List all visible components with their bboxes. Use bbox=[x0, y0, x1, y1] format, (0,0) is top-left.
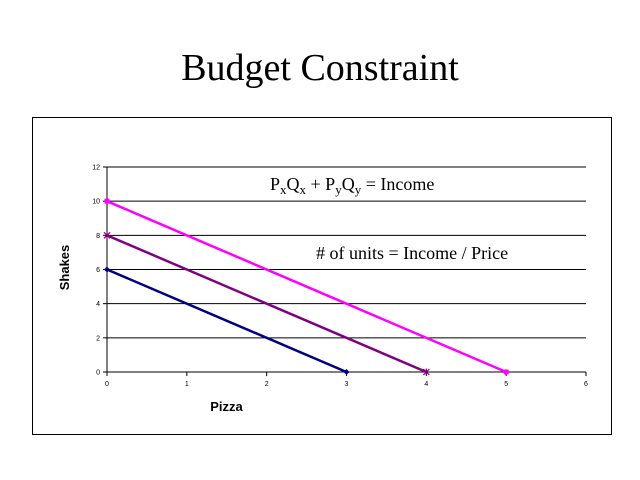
budget-line-3-point bbox=[104, 198, 110, 204]
y-tick-label: 4 bbox=[96, 301, 100, 308]
x-tick-label: 0 bbox=[105, 381, 109, 388]
units-formula-annotation: # of units = Income / Price bbox=[316, 243, 508, 263]
slide-title: Budget Constraint bbox=[181, 47, 459, 89]
annotation-part: # of units = Income / Price bbox=[316, 243, 508, 263]
annotation-part: Q bbox=[287, 174, 300, 194]
budget-line-1-point bbox=[343, 369, 350, 375]
annotation-part: y bbox=[355, 182, 362, 197]
axes bbox=[103, 166, 587, 376]
x-axis-title: Pizza bbox=[210, 399, 243, 414]
budget-line-3 bbox=[106, 200, 507, 374]
annotation-part: x bbox=[300, 182, 307, 197]
budget-line-1 bbox=[106, 268, 347, 374]
y-axis-title: Shakes bbox=[57, 245, 72, 291]
x-tick-label: 6 bbox=[584, 381, 588, 388]
chart-frame bbox=[32, 117, 612, 435]
y-tick-label: 12 bbox=[92, 165, 100, 172]
y-tick-label: 10 bbox=[92, 199, 100, 206]
annotation-part: = Income bbox=[361, 174, 434, 194]
annotation-part: x bbox=[280, 182, 287, 197]
budget-line-2-point bbox=[103, 231, 111, 239]
y-tick-label: 6 bbox=[96, 267, 100, 274]
annotation-part: P bbox=[270, 174, 280, 194]
budget-line-2 bbox=[106, 234, 427, 374]
budget-line-1-point bbox=[104, 266, 110, 273]
x-tick-label: 4 bbox=[424, 381, 428, 388]
x-tick-label: 1 bbox=[185, 381, 189, 388]
budget-line-2-point bbox=[422, 368, 430, 376]
y-tick-label: 8 bbox=[96, 233, 100, 240]
x-tick-label: 5 bbox=[504, 381, 508, 388]
y-tick-label: 2 bbox=[96, 335, 100, 342]
annotation-part: y bbox=[335, 182, 342, 197]
annotation-part: + P bbox=[306, 174, 335, 194]
x-tick-label: 2 bbox=[265, 381, 269, 388]
annotation-part: Q bbox=[342, 174, 355, 194]
x-tick-label: 3 bbox=[345, 381, 349, 388]
budget-equation-annotation: PxQx + PyQy = Income bbox=[270, 174, 434, 197]
y-tick-label: 0 bbox=[96, 370, 100, 377]
series bbox=[103, 198, 509, 376]
budget-line-3-point bbox=[503, 369, 509, 375]
